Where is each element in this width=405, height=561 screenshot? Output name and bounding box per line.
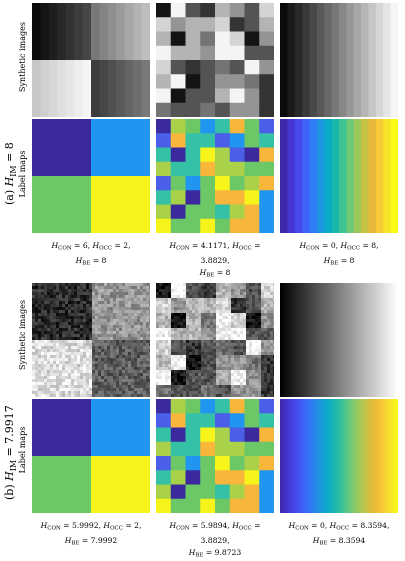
caption-a1: HCON = 6, HOCC = 2, HBE = 8 bbox=[51, 241, 131, 266]
caption-a3: HCON = 0, HOCC = 8, HBE = 8 bbox=[299, 241, 379, 266]
caption-a2: HCON = 4.1171, HOCC = 3.8829, HBE = 8 bbox=[169, 241, 261, 278]
label-map-b1 bbox=[32, 399, 150, 513]
label-map-b3 bbox=[280, 399, 398, 513]
row-label-synthetic-b: Synthetic images bbox=[18, 300, 27, 370]
label-map-b2 bbox=[156, 399, 274, 513]
synthetic-image-a2 bbox=[156, 3, 274, 117]
synthetic-image-b1 bbox=[32, 283, 150, 397]
synthetic-image-b3 bbox=[280, 283, 398, 397]
synthetic-image-a3 bbox=[280, 3, 398, 117]
caption-b2: HCON = 5.9894, HOCC = 3.8829, HBE = 9.87… bbox=[169, 521, 261, 558]
synthetic-image-b2 bbox=[156, 283, 274, 397]
label-map-a2 bbox=[156, 119, 274, 233]
caption-b3: HCON = 0, HOCC = 8.3594, HBE = 8.3594 bbox=[288, 521, 390, 546]
row-label-labelmap-a: Label maps bbox=[18, 150, 27, 198]
row-label-synthetic-a: Synthetic images bbox=[18, 22, 27, 92]
row-label-labelmap-b: Label maps bbox=[18, 426, 27, 474]
caption-b1: HCON = 5.9992, HOCC = 2, HBE = 7.9992 bbox=[40, 521, 142, 546]
label-map-a1 bbox=[32, 119, 150, 233]
synthetic-image-a1 bbox=[32, 3, 150, 117]
label-map-a3 bbox=[280, 119, 398, 233]
